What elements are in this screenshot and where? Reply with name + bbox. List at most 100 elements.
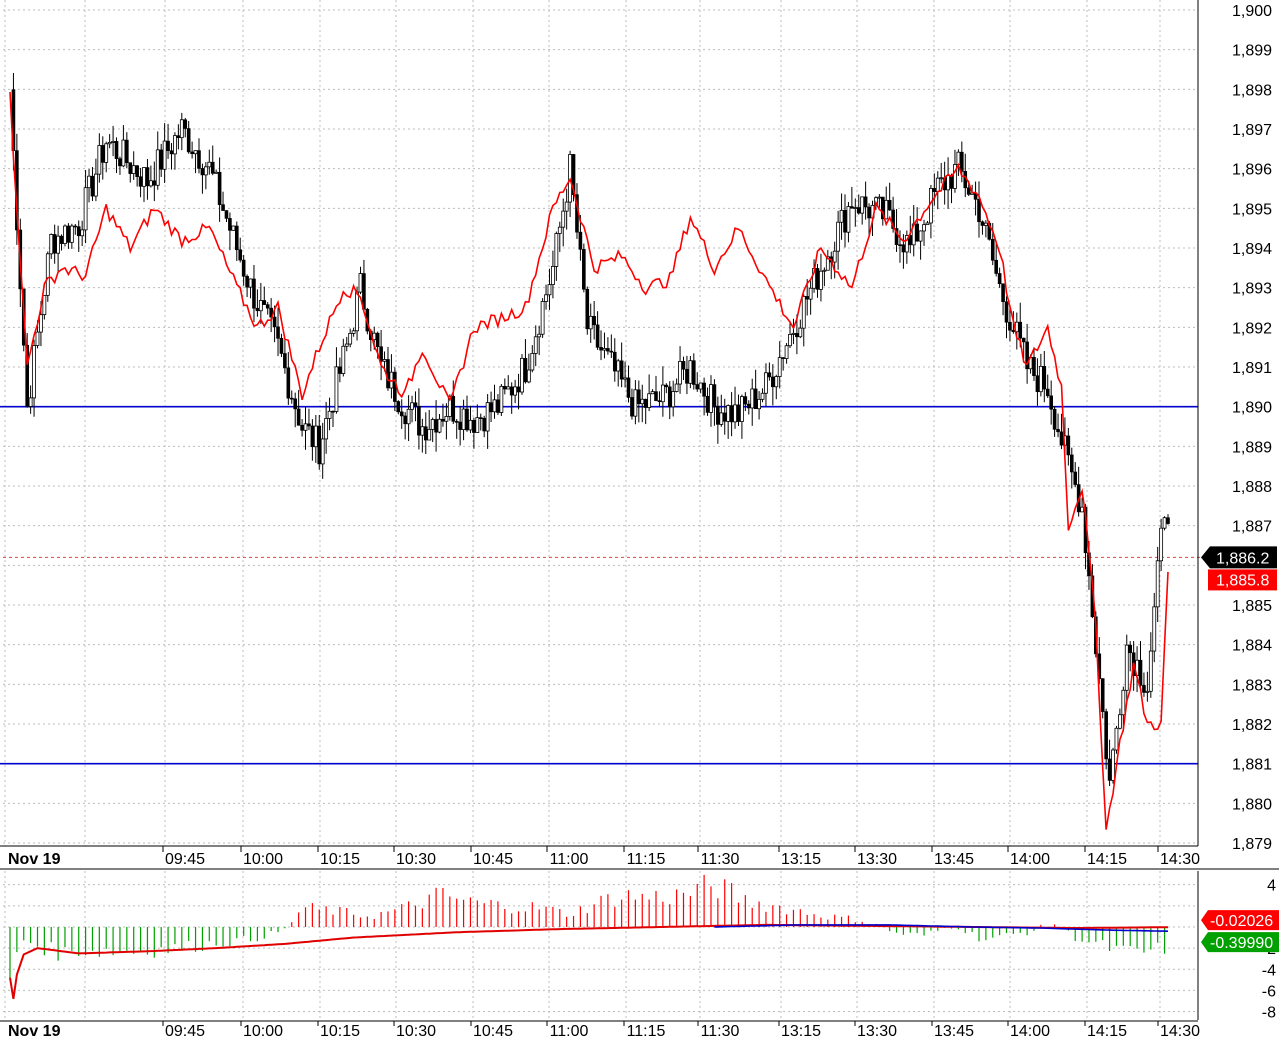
candle-body-down [1128, 644, 1133, 654]
candle-body-up [540, 301, 545, 335]
candle-body-up [173, 135, 177, 155]
candle-body-up [798, 327, 803, 338]
candle-body-up [258, 300, 263, 312]
candle-body-down [417, 406, 421, 436]
candle-body-up [688, 360, 693, 384]
candle-body-down [1142, 685, 1146, 693]
price-y-tick-label: 1,888 [1232, 479, 1272, 496]
candle-body-up [69, 225, 74, 243]
candle-body-up [248, 278, 253, 288]
candle-body-down [269, 307, 273, 318]
candle-body-up [520, 357, 524, 393]
candle-body-down [224, 210, 229, 219]
candle-body-up [674, 383, 679, 392]
price-x-tick-label: 10:30 [396, 851, 436, 868]
price-y-tick-label: 1,889 [1232, 439, 1272, 456]
candle-body-down [276, 326, 280, 339]
candle-body-up [35, 331, 40, 346]
candle-body-up [557, 226, 562, 234]
candle-body-up [777, 357, 782, 377]
candle-body-down [307, 423, 311, 427]
candle-body-up [640, 398, 645, 405]
candle-body-down [255, 307, 260, 312]
candle-body-up [203, 166, 208, 176]
oscillator-signal-line-blue [714, 924, 1169, 932]
osc-y-tick-label: -6 [1262, 983, 1276, 1000]
candle-body-up [788, 334, 792, 347]
osc-x-tick-label: 13:30 [857, 1023, 897, 1039]
candle-body-down [221, 204, 225, 211]
candle-body-down [1069, 454, 1074, 473]
price-x-tick-label: 09:45 [165, 851, 205, 868]
candle-body-up [461, 408, 466, 430]
price-y-tick-label: 1,892 [1232, 320, 1272, 337]
candle-body-up [420, 426, 425, 436]
candle-body-down [135, 165, 139, 178]
osc-x-tick-label: 14:15 [1087, 1023, 1127, 1039]
candle-body-down [966, 187, 971, 195]
candle-body-up [358, 273, 363, 293]
price-y-tick-label: 1,883 [1232, 677, 1272, 694]
candle-body-down [771, 376, 775, 388]
candle-body-up [533, 336, 538, 354]
candle-body-down [478, 417, 483, 419]
candle-body-down [702, 382, 706, 397]
candle-body-down [571, 154, 576, 195]
candle-body-up [561, 210, 566, 228]
osc-x-tick-label: 10:30 [396, 1023, 436, 1039]
candle-body-down [729, 405, 734, 423]
price-x-tick-label: 13:30 [857, 851, 897, 868]
candle-body-up [836, 221, 841, 252]
candle-body-up [63, 225, 67, 244]
candle-body-down [1025, 341, 1029, 370]
candle-body-down [932, 188, 937, 192]
candle-body-down [1056, 429, 1060, 433]
candle-body-down [746, 403, 751, 409]
candle-body-down [781, 357, 785, 359]
candle-body-down [114, 141, 119, 159]
candle-body-up [1148, 650, 1153, 692]
osc-x-tick-label: 13:45 [934, 1023, 974, 1039]
candle-body-down [1001, 283, 1005, 303]
osc-x-tick-label: 09:45 [165, 1023, 205, 1039]
candle-body-up [760, 392, 765, 400]
price-x-tick-label: 11:00 [550, 851, 589, 868]
price-y-tick-label: 1,885 [1232, 598, 1272, 615]
candle-body-up [709, 384, 713, 413]
candle-body-down [145, 167, 150, 187]
price-y-tick-label: 1,884 [1232, 638, 1272, 655]
candle-body-down [664, 384, 669, 388]
candle-body-up [1124, 644, 1129, 691]
candle-body-up [764, 372, 768, 394]
candle-body-up [791, 332, 796, 335]
candle-body-down [289, 397, 294, 400]
candle-body-up [939, 177, 944, 180]
candle-body-up [42, 294, 47, 316]
candle-body-down [898, 244, 902, 246]
candle-body-down [619, 360, 624, 380]
candle-body-up [111, 140, 115, 143]
candle-body-down [523, 358, 528, 383]
candle-body-up [925, 222, 930, 226]
candle-body-down [1066, 435, 1071, 456]
osc-x-tick-label: 10:15 [320, 1023, 360, 1039]
candle-body-down [867, 206, 871, 219]
candle-body-up [468, 419, 473, 431]
candle-body-up [475, 417, 480, 433]
osc-y-tick-label: -4 [1262, 962, 1276, 979]
candle-body-up [324, 418, 329, 440]
last-price-badge [1201, 546, 1277, 569]
candle-body-down [386, 359, 390, 389]
candle-body-down [1011, 329, 1016, 332]
candle-body-up [650, 391, 655, 395]
candle-body-down [856, 207, 861, 214]
candle-body-up [698, 382, 703, 390]
candle-body-up [537, 333, 542, 338]
candle-body-up [801, 295, 806, 329]
candle-body-down [300, 425, 304, 431]
candle-body-up [1162, 517, 1167, 529]
candle-body-up [1155, 560, 1160, 608]
candle-body-down [736, 404, 741, 422]
candle-body-up [513, 386, 518, 396]
